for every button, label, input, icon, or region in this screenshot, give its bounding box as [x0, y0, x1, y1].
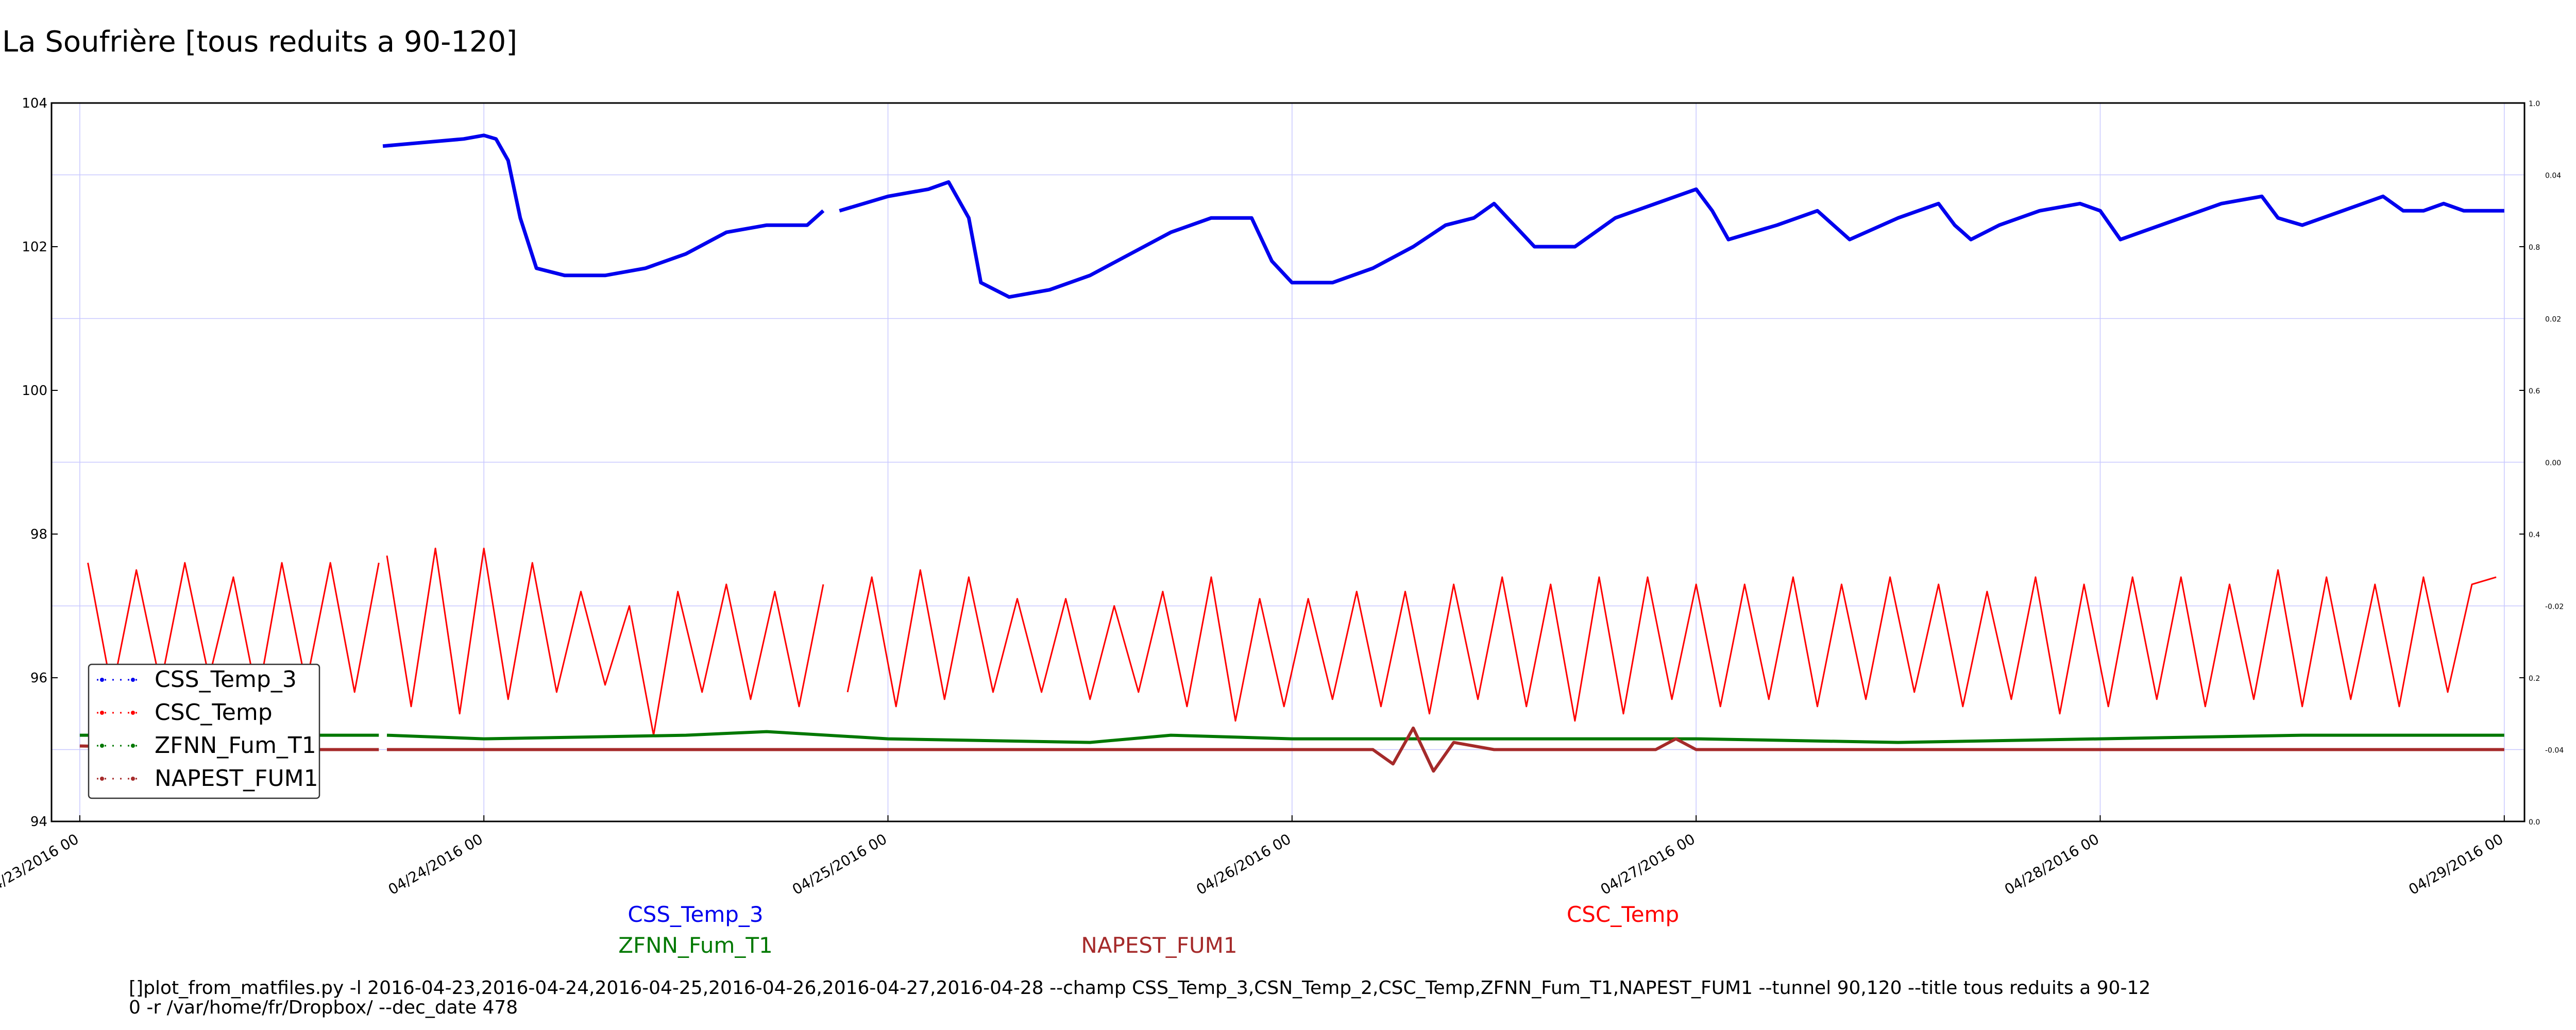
- series-line-csc-temp: [386, 547, 824, 736]
- command-line-1: []plot_from_matfiles.py -l 2016-04-23,20…: [129, 977, 2150, 999]
- x-axis-ticks: 04/23/2016 00 04/24/2016 00 04/25/2016 00 0…: [0, 815, 2506, 898]
- series-line-zfnn-fum-t1: [386, 730, 2504, 744]
- legend-marker: [100, 678, 104, 682]
- legend-label: CSC_Temp: [155, 699, 273, 726]
- x-tick-label: 04/23/2016 00: [0, 830, 81, 898]
- label-zfnn-fum-t1: ZFNN_Fum_T1: [618, 933, 773, 958]
- y2-tick-label: 0.6: [2529, 387, 2540, 396]
- y3-tick-label: 0.00: [2545, 459, 2561, 468]
- legend: CSS_Temp_3 CSC_Temp ZFNN_Fum_T1 NAPEST_FUM1: [88, 663, 320, 799]
- legend-label: CSS_Temp_3: [155, 666, 297, 693]
- series-line-css-temp-3: [839, 180, 2504, 299]
- y2-tick-label: 1.0: [2529, 100, 2540, 108]
- y2-tick-label: 0.8: [2529, 244, 2540, 252]
- y3-tick-label: 0.04: [2545, 172, 2561, 180]
- grid-layer: [52, 103, 2524, 821]
- legend-marker: [131, 777, 135, 781]
- legend-marker: [100, 777, 104, 781]
- legend-label: NAPEST_FUM1: [155, 765, 318, 792]
- y-tick-label: 104: [22, 96, 47, 111]
- x-tick-label: 04/28/2016 00: [2002, 830, 2102, 898]
- x-tick-label: 04/26/2016 00: [1194, 830, 1294, 898]
- series-line-napest-fum1: [387, 726, 2504, 773]
- series-line-csc-temp: [846, 569, 2497, 722]
- command-line-2: 0 -r /var/home/fr/Dropbox/ --dec_date 47…: [129, 997, 518, 1018]
- x-tick-label: 04/29/2016 00: [2405, 830, 2506, 898]
- series-line-css-temp-3: [382, 133, 825, 278]
- y2-tick-label: 0.2: [2529, 675, 2540, 683]
- label-csc-temp: CSC_Temp: [1567, 902, 1679, 927]
- legend-box: [88, 663, 320, 799]
- label-css-temp-3: CSS_Temp_3: [628, 902, 763, 927]
- legend-label: ZFNN_Fum_T1: [155, 732, 316, 759]
- x-tick-label: 04/27/2016 00: [1598, 830, 1698, 898]
- y-axis-ticks: 94 96 98 100 102 104: [22, 96, 58, 830]
- legend-marker: [100, 711, 104, 715]
- y3-tick-label: -0.04: [2545, 747, 2564, 755]
- label-napest-fum1: NAPEST_FUM1: [1081, 933, 1237, 958]
- y-tick-label: 94: [30, 814, 47, 830]
- y3-tick-label: -0.02: [2545, 603, 2564, 611]
- y3-tick-label: 0.02: [2545, 316, 2561, 324]
- y-tick-label: 100: [22, 383, 47, 399]
- y3-axis-ticks: -0.04 -0.02 0.00 0.02 0.04: [2545, 172, 2564, 755]
- chart-title: La Soufrière [tous reduits a 90-120]: [2, 25, 517, 59]
- y2-tick-label: 0.4: [2529, 531, 2540, 539]
- y2-tick-label: 0.0: [2529, 818, 2540, 827]
- y-tick-label: 96: [30, 671, 47, 686]
- legend-marker: [131, 744, 135, 748]
- legend-marker: [100, 744, 104, 748]
- legend-marker: [131, 678, 135, 682]
- y-tick-label: 102: [22, 239, 47, 255]
- y2-axis-ticks: 0.0 0.2 0.4 0.6 0.8 1.0: [2519, 100, 2540, 827]
- y-tick-label: 98: [30, 527, 47, 542]
- series-labels-below: CSS_Temp_3 ZFNN_Fum_T1 NAPEST_FUM1 CSC_T…: [618, 902, 1679, 958]
- series-line-csc-temp: [87, 562, 380, 700]
- legend-marker: [131, 711, 135, 715]
- x-tick-label: 04/25/2016 00: [789, 830, 890, 898]
- plot-frame: [50, 102, 2526, 822]
- x-tick-label: 04/24/2016 00: [385, 830, 486, 898]
